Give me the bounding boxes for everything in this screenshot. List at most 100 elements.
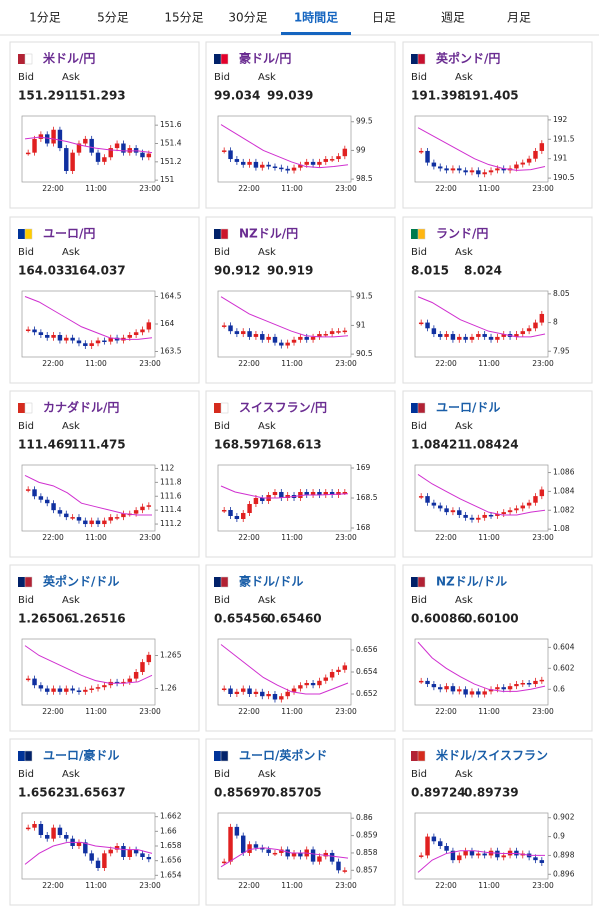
- candle: [469, 170, 475, 173]
- pair-name[interactable]: 米ドル/スイスフラン: [436, 748, 548, 763]
- candle: [228, 688, 233, 694]
- bid-label: Bid: [18, 421, 34, 432]
- candle: [140, 506, 145, 511]
- candle: [431, 684, 437, 688]
- candle: [533, 857, 538, 861]
- candle: [221, 510, 227, 512]
- pair-name[interactable]: ユーロ/ドル: [436, 401, 500, 415]
- candle: [25, 827, 31, 830]
- ask-value: 164.037: [71, 264, 126, 278]
- tab[interactable]: 5分足: [97, 11, 129, 25]
- candle: [291, 339, 297, 343]
- y-tick-label: 0.896: [553, 869, 575, 878]
- candle: [514, 334, 519, 337]
- candle: [418, 150, 424, 153]
- card[interactable]: [205, 738, 396, 906]
- candle: [95, 340, 101, 344]
- pair-name[interactable]: ユーロ/豪ドル: [43, 748, 119, 763]
- pair-name[interactable]: NZドル/円: [239, 227, 298, 241]
- ask-label: Ask: [258, 769, 276, 780]
- pair-name[interactable]: カナダドル/円: [43, 400, 119, 415]
- card[interactable]: [205, 41, 396, 209]
- pair-name[interactable]: 豪ドル/円: [239, 51, 291, 66]
- x-tick-label: 23:00: [139, 707, 161, 716]
- y-tick-label: 0.652: [356, 689, 378, 698]
- pair-name[interactable]: 米ドル/円: [43, 51, 95, 66]
- flag: [411, 751, 418, 761]
- candle: [329, 159, 335, 161]
- ask-label: Ask: [455, 769, 473, 780]
- candle: [469, 517, 475, 520]
- bid-label: Bid: [411, 595, 427, 606]
- candle: [482, 514, 487, 518]
- x-tick-label: 23:00: [532, 533, 554, 542]
- card[interactable]: [205, 564, 396, 732]
- candle: [121, 513, 126, 518]
- card[interactable]: [205, 216, 396, 384]
- card[interactable]: [9, 216, 200, 384]
- flag: [214, 54, 221, 64]
- candle: [266, 694, 271, 697]
- candle: [520, 505, 525, 509]
- flag: [18, 229, 25, 239]
- bid-label: Bid: [18, 247, 34, 258]
- pair-name[interactable]: ユーロ/円: [43, 227, 95, 241]
- pair-name[interactable]: 英ポンド/ドル: [43, 574, 119, 589]
- candle: [298, 852, 303, 857]
- pair-name[interactable]: 英ポンド/円: [436, 51, 500, 66]
- chart-frame: [414, 464, 549, 532]
- pair-name[interactable]: スイスフラン/円: [239, 401, 327, 415]
- candle: [114, 143, 120, 149]
- card[interactable]: [205, 390, 396, 558]
- candle: [450, 510, 456, 513]
- tab[interactable]: 1時間足: [294, 10, 338, 25]
- candle: [57, 335, 63, 341]
- candle: [310, 492, 316, 495]
- candle: [304, 336, 309, 340]
- card[interactable]: [9, 738, 200, 906]
- candle: [102, 340, 107, 342]
- ask-label: Ask: [62, 421, 80, 432]
- x-tick-label: 11:00: [281, 533, 303, 542]
- pair-name[interactable]: NZドル/ドル: [436, 575, 507, 589]
- candle: [253, 498, 259, 504]
- pair-name[interactable]: ランド/円: [436, 227, 488, 241]
- card[interactable]: [402, 41, 593, 209]
- card[interactable]: [402, 390, 593, 558]
- candle: [32, 678, 37, 686]
- candle: [317, 680, 322, 686]
- candle: [495, 850, 500, 858]
- candle: [495, 687, 500, 690]
- candle: [444, 168, 449, 171]
- pair-name[interactable]: ユーロ/英ポンド: [239, 748, 327, 763]
- pair-name[interactable]: 豪ドル/ドル: [239, 574, 303, 589]
- candle: [70, 688, 75, 691]
- y-tick-label: 7.95: [553, 346, 570, 355]
- tab[interactable]: 週足: [441, 11, 465, 25]
- card[interactable]: [9, 390, 200, 558]
- candle: [298, 685, 303, 689]
- y-tick-label: 0.858: [356, 848, 378, 857]
- tab[interactable]: 15分足: [164, 11, 203, 25]
- candle: [476, 853, 481, 856]
- card[interactable]: [402, 738, 593, 906]
- y-tick-label: 8.05: [553, 289, 570, 298]
- candle: [51, 335, 56, 338]
- x-tick-label: 22:00: [42, 359, 64, 368]
- card[interactable]: [402, 564, 593, 732]
- card[interactable]: [9, 564, 200, 732]
- tab[interactable]: 月足: [507, 11, 531, 25]
- tab[interactable]: 日足: [372, 11, 396, 25]
- tab[interactable]: 30分足: [228, 11, 267, 25]
- y-tick-label: 168.5: [356, 493, 378, 502]
- candle: [495, 336, 500, 340]
- card[interactable]: [9, 41, 200, 209]
- x-tick-label: 22:00: [435, 533, 457, 542]
- y-tick-label: 1.26: [160, 684, 177, 693]
- candle: [133, 332, 139, 335]
- candle: [51, 503, 56, 511]
- tab[interactable]: 1分足: [29, 11, 61, 25]
- candle: [260, 164, 265, 168]
- candle: [114, 681, 120, 684]
- card[interactable]: [402, 216, 593, 384]
